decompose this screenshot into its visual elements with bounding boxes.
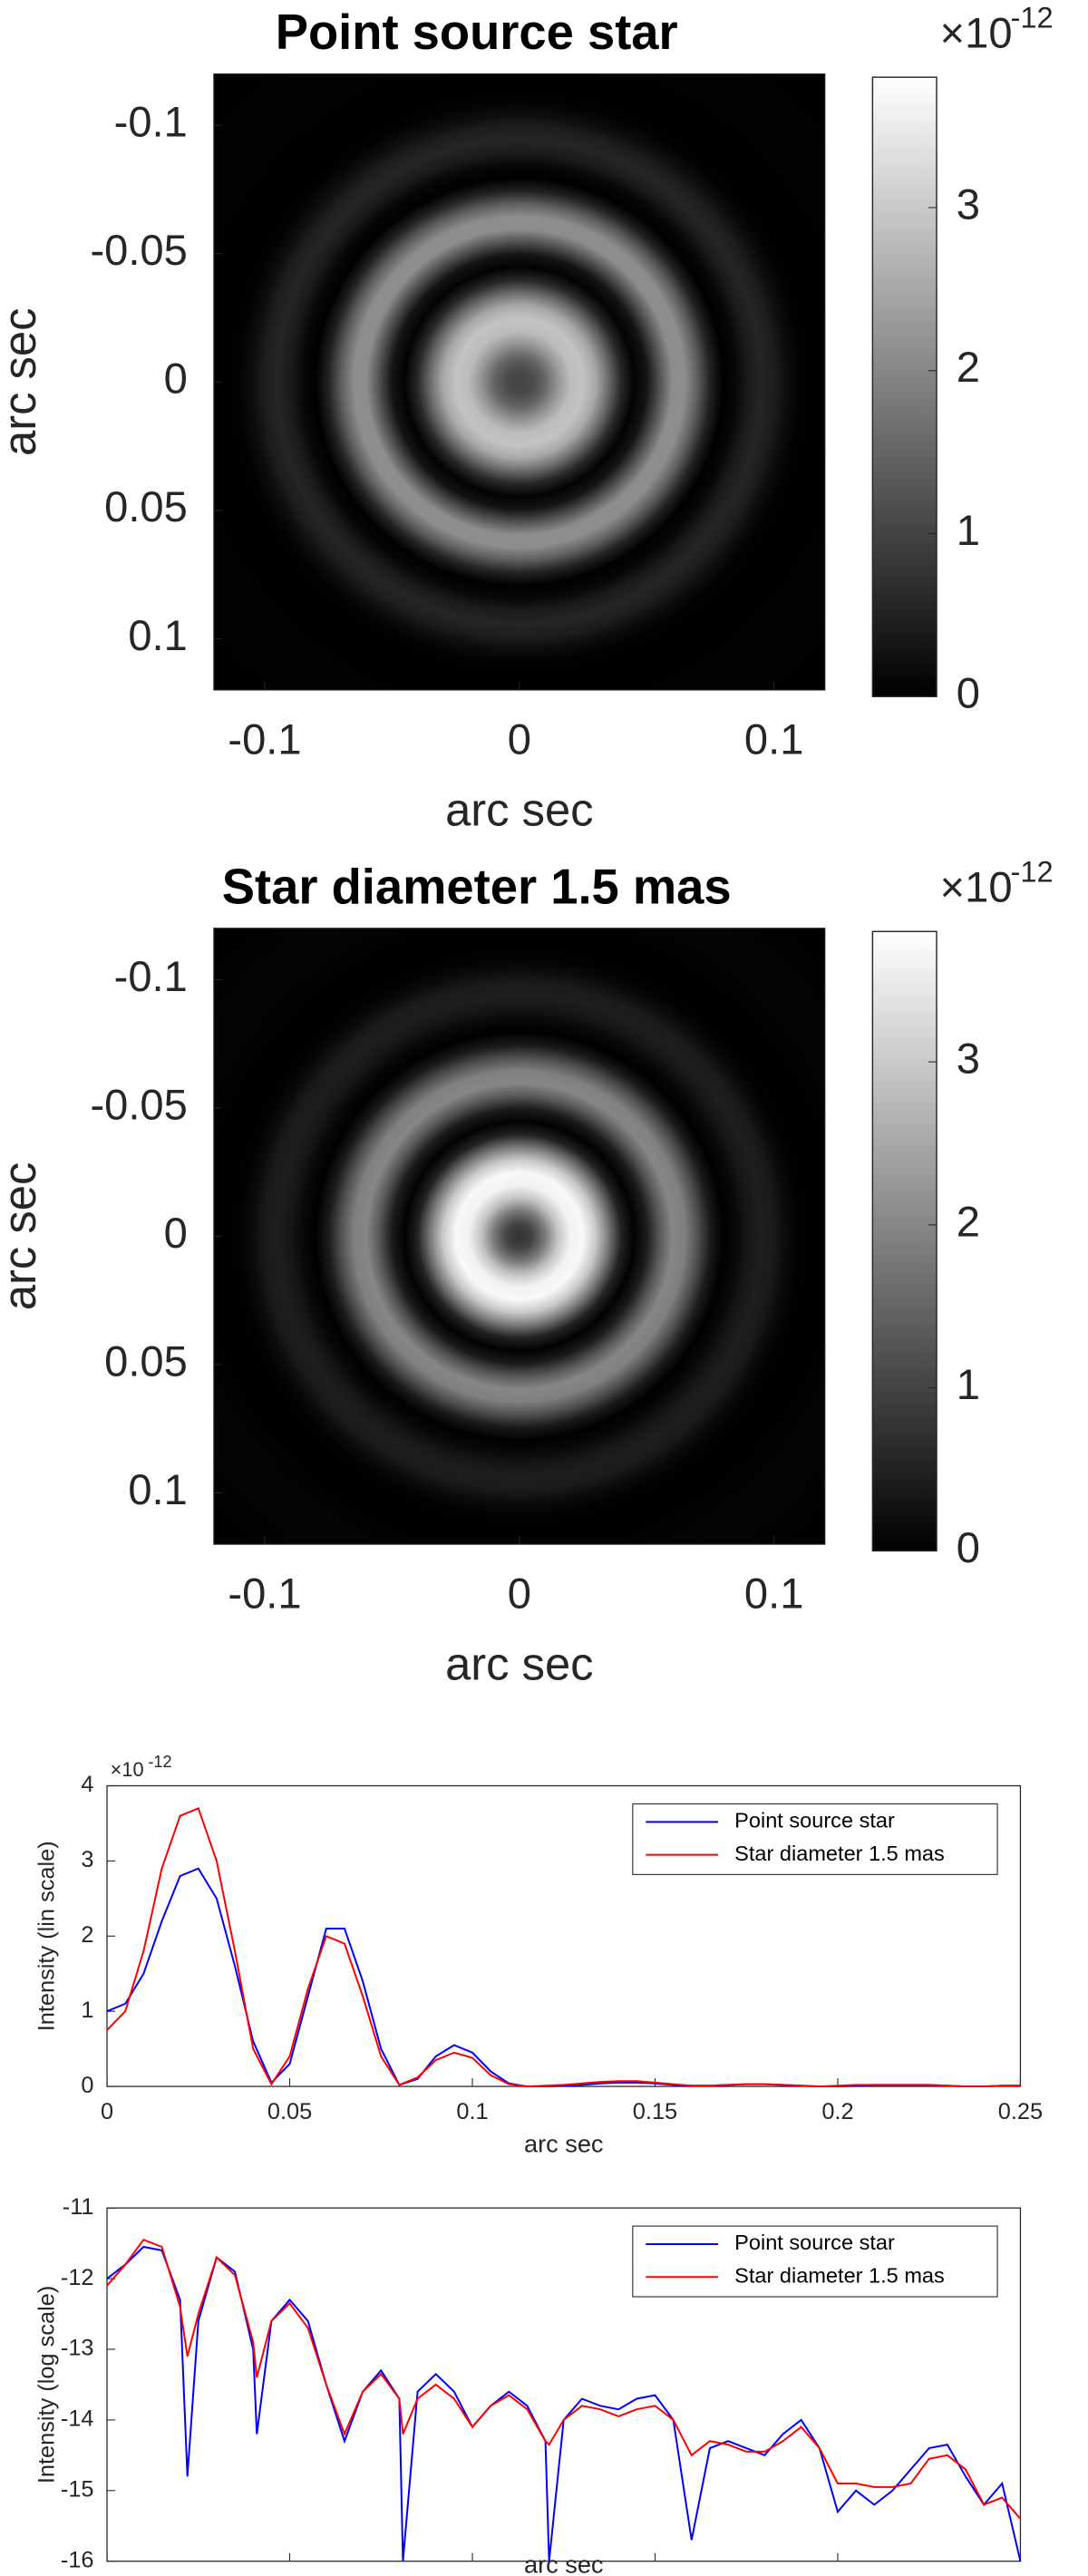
y-tick-label: -16: [61, 2547, 94, 2572]
heatmap-image: [213, 928, 825, 1545]
legend-box: [632, 1803, 998, 1875]
colorbar: [871, 76, 937, 697]
heatmap-image: [213, 73, 825, 690]
x-tick-label: 0: [101, 2099, 113, 2124]
y-axis-label: arc sec: [0, 1162, 45, 1310]
colorbar-tick-label: 1: [957, 1360, 980, 1408]
x-tick-label: 0.25: [998, 2099, 1043, 2124]
x-tick-label: 0: [508, 1570, 531, 1618]
x-tick-label: 0.2: [456, 2573, 488, 2576]
x-tick-label: 0.1: [744, 714, 803, 763]
y-tick-label: 1: [81, 1998, 93, 2023]
colorbar-tick-label: 2: [957, 1197, 980, 1245]
y-tick-label: -0.05: [90, 226, 187, 274]
y-tick-label: -12: [61, 2265, 94, 2290]
y-tick-label: 2: [81, 1922, 93, 1948]
series-line: [106, 1807, 1021, 2088]
colorbar-tick-label: 1: [957, 506, 980, 554]
y-exponent: -12: [148, 1753, 171, 1771]
x-tick-label: 0.4: [821, 2573, 853, 2576]
y-tick-label: -15: [61, 2476, 94, 2502]
legend-label: Point source star: [734, 1809, 895, 1832]
x-axis-label: arc sec: [524, 2129, 604, 2157]
y-tick-label: 0: [81, 2073, 93, 2098]
chart-title: Star diameter 1.5 mas: [222, 859, 732, 914]
x-tick-label: 0.15: [633, 2099, 677, 2124]
x-tick-label: 0.1: [274, 2573, 306, 2576]
legend-label: Star diameter 1.5 mas: [734, 2263, 945, 2287]
x-tick-label: -0.1: [228, 1570, 301, 1618]
y-tick-label: -0.1: [114, 98, 188, 146]
x-tick-label: 0: [101, 2573, 113, 2576]
y-axis-label: arc sec: [0, 308, 45, 456]
colorbar-multiplier: ×10: [940, 8, 1013, 56]
legend-label: Star diameter 1.5 mas: [734, 1842, 945, 1865]
colorbar-tick-label: 3: [957, 180, 980, 228]
x-tick-label: -0.1: [228, 714, 301, 763]
x-axis-label: arc sec: [445, 783, 593, 835]
legend-box: [632, 2225, 998, 2298]
x-tick-label: 0.1: [744, 1570, 803, 1618]
y-tick-label: 3: [81, 1847, 93, 1872]
chart-title: Point source star: [276, 5, 678, 60]
x-tick-label: 0.3: [639, 2573, 671, 2576]
y-tick-label: 0.05: [104, 482, 188, 530]
colorbar-tick-label: 0: [957, 669, 980, 717]
series-line: [106, 2238, 1022, 2520]
colorbar-exponent: -12: [1011, 0, 1054, 34]
x-axis-label: arc sec: [524, 2550, 604, 2576]
y-tick-label: -0.05: [90, 1080, 187, 1128]
colorbar-multiplier: ×10: [940, 862, 1013, 910]
x-tick-label: 0.2: [821, 2099, 853, 2124]
x-axis-label: arc sec: [445, 1638, 593, 1689]
x-tick-label: 0: [508, 714, 531, 763]
y-tick-label: -13: [61, 2336, 94, 2361]
y-tick-label: 0.1: [128, 611, 187, 659]
y-axis-label: Intensity (lin scale): [34, 1841, 60, 2031]
y-axis-label: Intensity (log scale): [34, 2286, 60, 2484]
y-tick-label: 0.05: [104, 1337, 188, 1385]
y-tick-label: -14: [61, 2406, 94, 2432]
colorbar-tick-label: 0: [957, 1523, 980, 1571]
y-tick-label: 0.1: [128, 1465, 187, 1513]
colorbar-tick-label: 3: [957, 1035, 980, 1083]
y-tick-label: -11: [63, 2194, 94, 2220]
colorbar: [871, 930, 937, 1552]
y-tick-label: -0.1: [114, 952, 188, 1000]
y-tick-label: 4: [81, 1772, 93, 1797]
colorbar-exponent: -12: [1011, 855, 1054, 889]
y-tick-label: 0: [164, 1209, 188, 1257]
legend-label: Point source star: [734, 2231, 895, 2254]
y-tick-label: 0: [164, 355, 188, 403]
colorbar-tick-label: 2: [957, 343, 980, 391]
x-tick-label: 0.1: [456, 2099, 488, 2124]
x-tick-label: 0.05: [267, 2099, 312, 2124]
x-tick-label: 0.5: [1005, 2573, 1036, 2576]
y-multiplier: ×10: [111, 1758, 144, 1781]
